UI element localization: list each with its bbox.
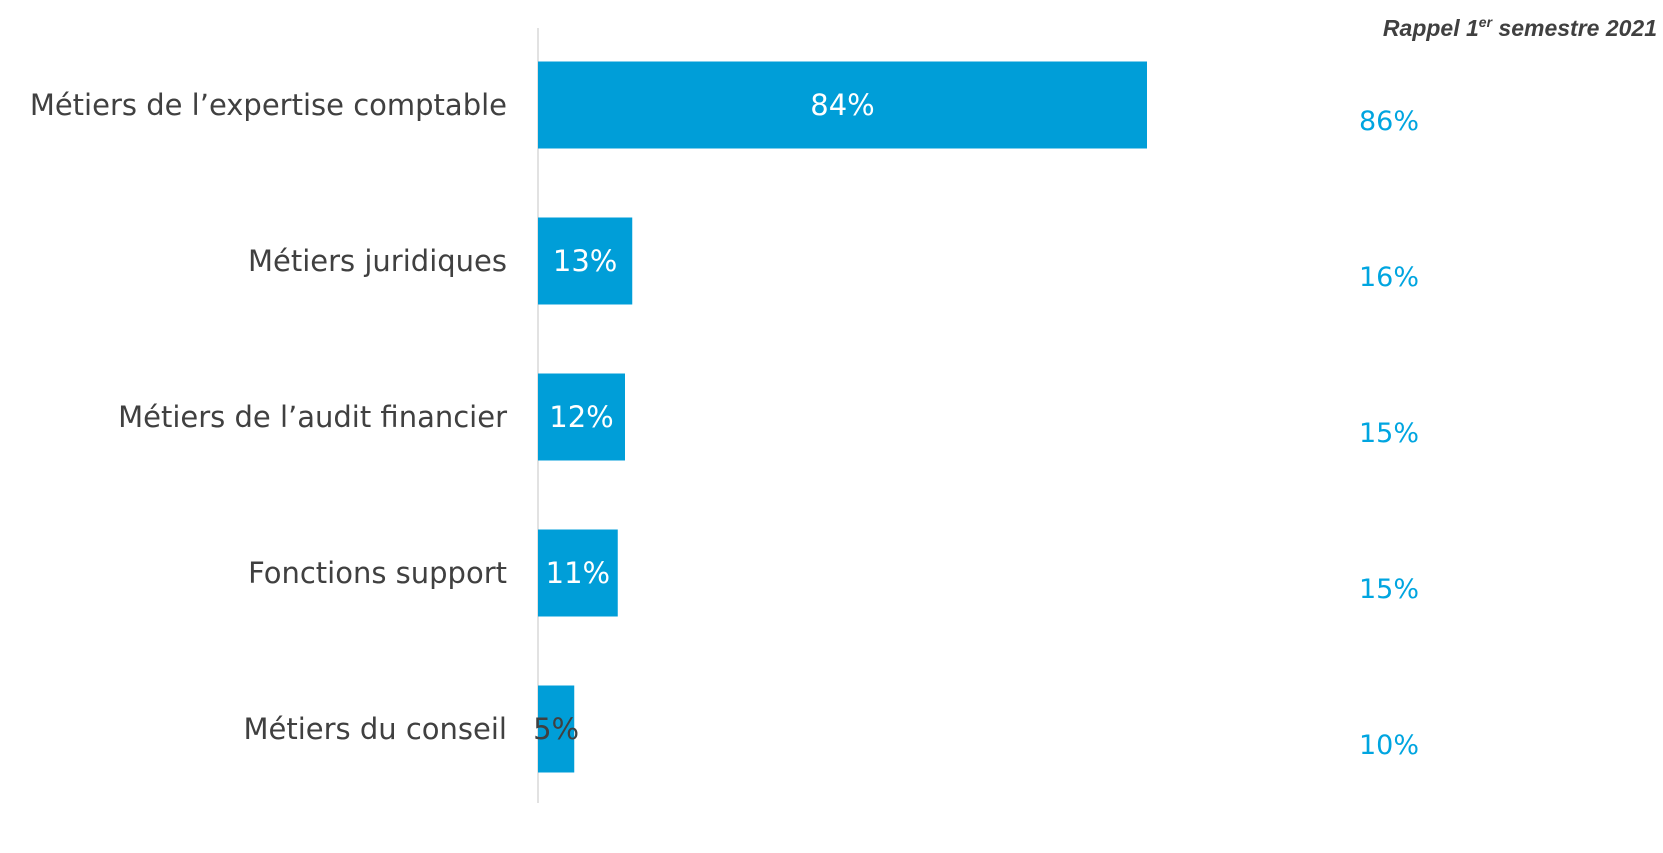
bar <box>538 529 618 617</box>
rappel-value: 16% <box>1359 262 1419 293</box>
bar-value-label: 11% <box>546 556 610 590</box>
rappel-value: 15% <box>1359 418 1419 449</box>
category-label: Métiers de l’audit financier <box>118 400 507 434</box>
bar-value-label: 12% <box>549 400 613 434</box>
category-label: Métiers du conseil <box>243 712 507 746</box>
category-label: Métiers juridiques <box>248 244 507 278</box>
rappel-value: 86% <box>1359 106 1419 137</box>
rappel-value: 10% <box>1359 730 1419 761</box>
rappel-header: Rappel 1er semestre 2021 <box>1383 15 1657 42</box>
rappel-header-suffix: semestre 2021 <box>1492 15 1657 41</box>
bar <box>538 685 575 773</box>
bar-value-label: 84% <box>810 88 874 122</box>
rappel-header-prefix: Rappel 1 <box>1382 15 1479 41</box>
bar <box>538 373 625 461</box>
bar <box>538 217 633 305</box>
rappel-header-superscript: er <box>1478 14 1493 30</box>
category-label: Métiers de l’expertise comptable <box>30 88 507 122</box>
bar <box>538 61 1147 149</box>
bar-value-label: 5% <box>533 712 579 746</box>
category-label: Fonctions support <box>248 556 507 590</box>
bar-value-label: 13% <box>553 244 617 278</box>
rappel-value: 15% <box>1359 574 1419 605</box>
